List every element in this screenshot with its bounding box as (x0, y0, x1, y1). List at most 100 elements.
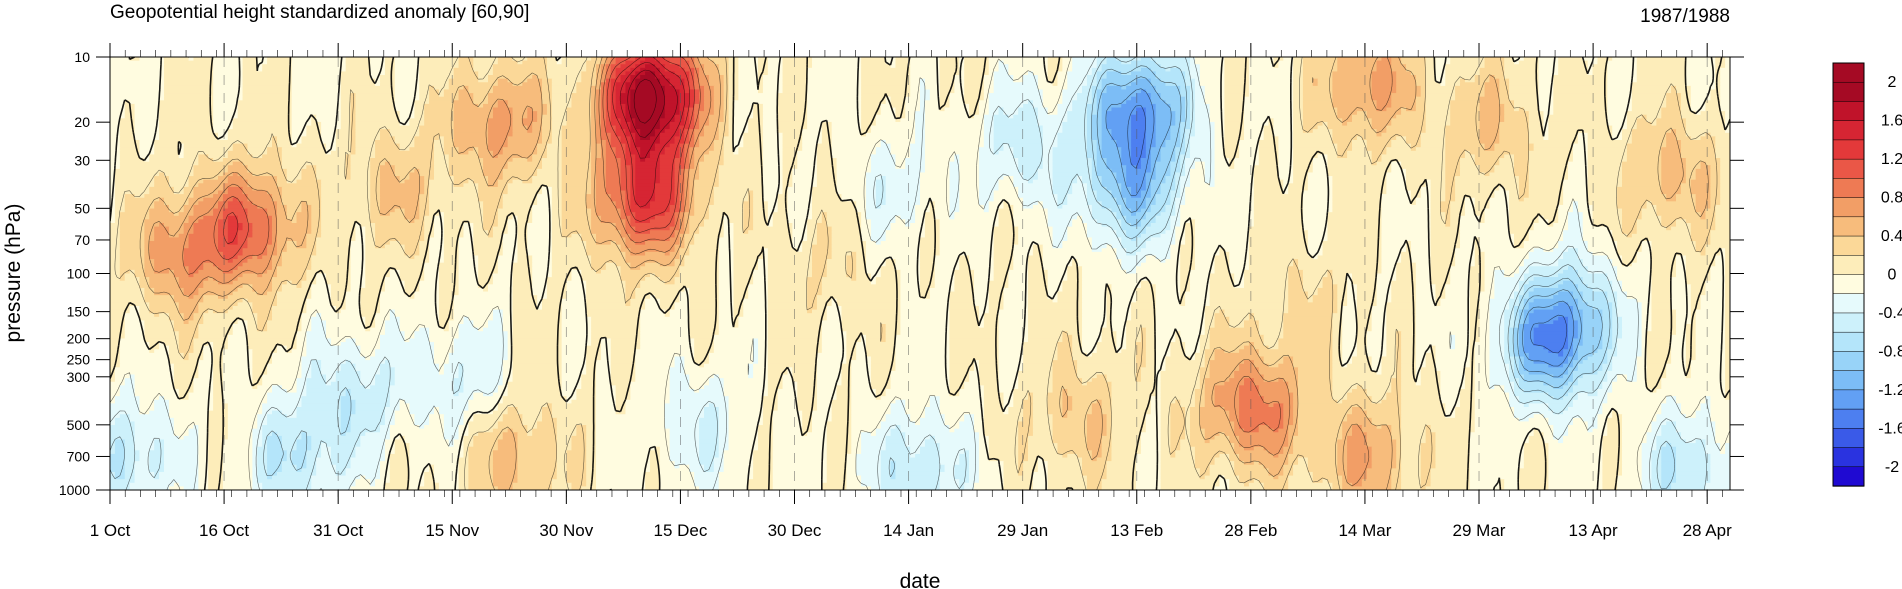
field-cell (654, 190, 676, 195)
field-cell (267, 190, 283, 195)
field-cell (1685, 219, 1716, 224)
field-cell (193, 165, 229, 170)
field-cell (1332, 139, 1353, 145)
field-cell (355, 233, 366, 239)
field-cell (286, 248, 317, 253)
field-cell (964, 85, 985, 91)
field-cell (1327, 161, 1373, 166)
field-cell (723, 118, 730, 123)
field-cell (1332, 100, 1378, 105)
field-cell (615, 201, 627, 206)
field-cell (272, 136, 278, 141)
field-cell (1037, 82, 1054, 87)
field-cell (296, 143, 327, 148)
field-cell (1101, 204, 1122, 210)
field-cell (880, 176, 887, 181)
field-cell (1190, 143, 1216, 148)
field-cell (1121, 259, 1147, 264)
field-cell (434, 176, 455, 181)
field-cell (424, 121, 455, 127)
field-cell (1720, 96, 1730, 101)
field-cell (1479, 165, 1495, 170)
field-cell (488, 75, 533, 80)
field-cell (630, 100, 666, 105)
field-cell (203, 262, 214, 267)
field-cell (591, 114, 597, 119)
field-cell (394, 107, 415, 112)
field-cell (1587, 201, 1618, 206)
field-cell (306, 244, 317, 249)
field-cell (807, 222, 818, 228)
field-cell (1175, 176, 1181, 181)
field-cell (1661, 222, 1677, 228)
field-cell (635, 71, 646, 76)
field-cell (959, 201, 980, 206)
field-cell (910, 150, 926, 156)
field-cell (1685, 259, 1716, 264)
field-cell (448, 154, 479, 159)
field-cell (1450, 118, 1481, 123)
field-cell (1327, 158, 1373, 163)
field-cell (512, 107, 528, 112)
field-cell (502, 201, 538, 206)
field-cell (301, 204, 312, 210)
field-cell (247, 168, 288, 174)
field-cell (1661, 172, 1687, 177)
field-cell (1622, 136, 1633, 141)
field-cell (1381, 244, 1407, 249)
field-cell (964, 60, 990, 65)
field-cell (1415, 103, 1427, 109)
field-cell (1199, 71, 1225, 76)
field-cell (1327, 233, 1383, 239)
field-cell (453, 75, 479, 80)
field-cell (1091, 158, 1098, 163)
field-cell (1096, 93, 1103, 98)
field-cell (1528, 251, 1564, 257)
field-cell (1460, 161, 1476, 166)
field-cell (1101, 150, 1122, 156)
field-cell (1047, 215, 1078, 220)
field-cell (1582, 259, 1613, 264)
field-cell (939, 233, 995, 239)
field-cell (1096, 111, 1103, 116)
field-cell (1253, 197, 1304, 202)
field-cell (890, 222, 906, 228)
field-cell (1086, 121, 1093, 127)
field-cell (507, 136, 543, 141)
field-cell (1032, 179, 1054, 184)
field-cell (1057, 103, 1073, 109)
field-cell (1214, 143, 1225, 148)
field-cell (1082, 176, 1093, 181)
field-cell (1194, 226, 1250, 231)
field-cell (1248, 57, 1275, 62)
field-cell (939, 222, 1000, 228)
field-cell (542, 125, 553, 130)
field-cell (910, 93, 921, 98)
field-cell (321, 219, 371, 224)
field-cell (689, 197, 695, 202)
field-cell (350, 266, 366, 271)
field-cell (777, 121, 808, 127)
field-cell (1111, 129, 1132, 134)
field-cell (762, 111, 779, 116)
field-cell (831, 248, 867, 253)
field-cell (267, 212, 278, 217)
field-cell (1302, 215, 1329, 220)
field-cell (674, 197, 681, 202)
field-cell (964, 93, 985, 98)
field-cell (1248, 230, 1309, 235)
field-cell (1406, 183, 1427, 188)
field-cell (812, 244, 833, 249)
field-cell (689, 190, 695, 195)
field-cell (959, 161, 980, 166)
field-cell (949, 172, 960, 177)
field-cell (1180, 129, 1186, 134)
field-cell (708, 215, 725, 220)
field-cell (1155, 125, 1171, 130)
field-cell (1607, 103, 1633, 109)
field-cell (434, 85, 450, 91)
field-cell (699, 60, 715, 65)
field-cell (704, 89, 715, 94)
field-cell (370, 186, 381, 192)
field-cell (1401, 259, 1412, 264)
